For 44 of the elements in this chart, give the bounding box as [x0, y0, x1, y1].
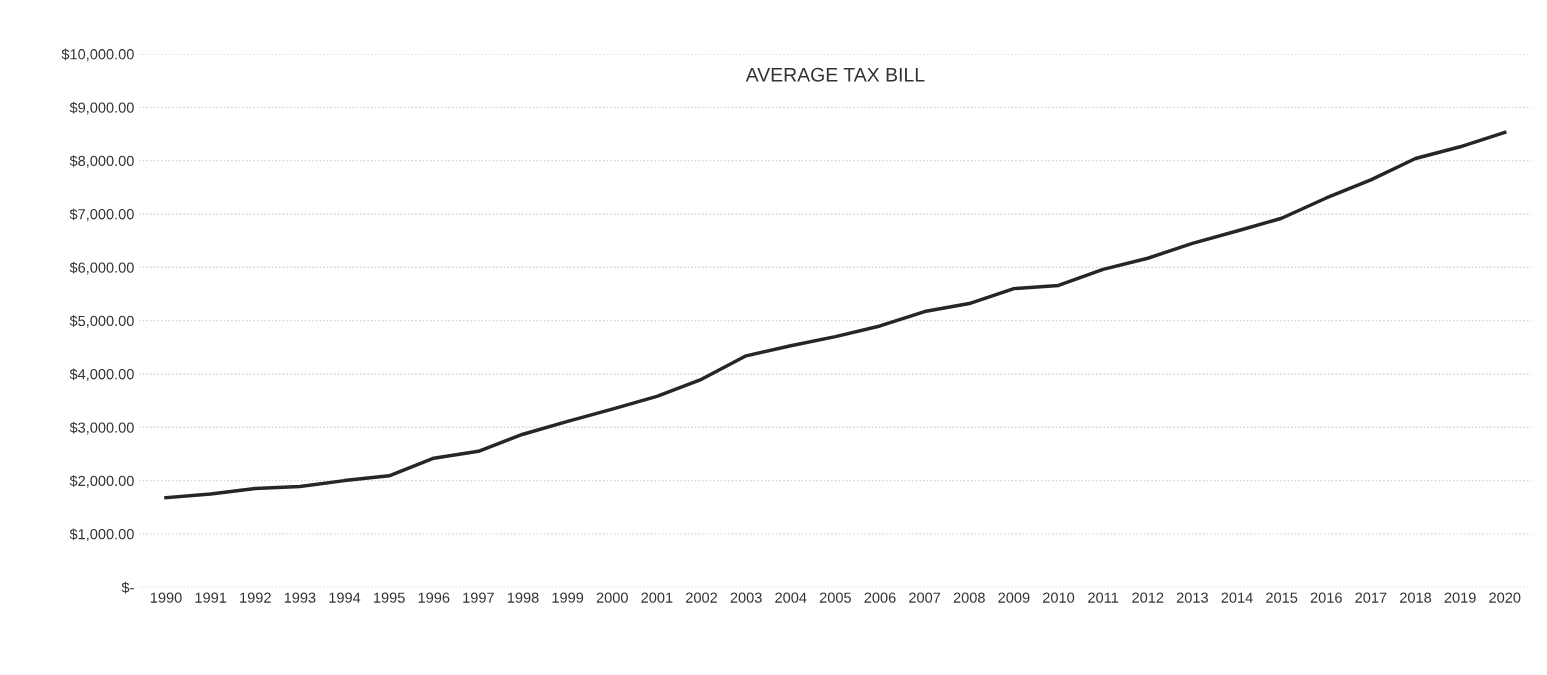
y-tick-label: $2,000.00: [69, 475, 134, 488]
x-tick-label: 2008: [953, 592, 985, 603]
x-tick-label: 2003: [730, 592, 762, 603]
x-tick-label: 2017: [1355, 592, 1387, 603]
y-tick-label: $7,000.00: [69, 208, 134, 222]
x-tick-label: 1998: [507, 592, 539, 603]
x-tick-label: 2018: [1400, 592, 1432, 603]
text: AVERAGE TAX BILL: [745, 67, 925, 82]
y-tick-label: $6,000.00: [69, 261, 134, 275]
x-tick-label: 2011: [1088, 592, 1119, 603]
x-tick-label: 2010: [1043, 592, 1075, 603]
x-tick-label: 1994: [329, 592, 361, 603]
x-tick-label: 2019: [1444, 592, 1476, 603]
x-tick-label: 2004: [775, 592, 807, 603]
y-tick-label: $8,000.00: [69, 155, 134, 168]
x-tick-label: 2014: [1221, 592, 1253, 603]
x-tick-label: 2000: [596, 592, 628, 603]
y-tick-label: $4,000.00: [69, 368, 134, 382]
x-tick-label: 1990: [150, 592, 182, 603]
x-tick-label: 2016: [1310, 592, 1342, 603]
line-series: [164, 130, 1507, 500]
y-tick-label: $9,000.00: [69, 101, 134, 115]
x-tick-label: 1996: [418, 592, 450, 603]
x-tick-label: 1999: [552, 592, 584, 603]
x-tick-label: 2009: [998, 592, 1030, 603]
y-tick-label: $5,000.00: [69, 315, 134, 328]
x-tick-label: 1997: [463, 592, 494, 603]
x-tick-label: 1991: [195, 592, 227, 603]
x-tick-label: 2007: [909, 592, 941, 603]
x-tick-label: 1992: [240, 592, 271, 603]
x-tick-label: 2015: [1266, 592, 1298, 603]
x-tick-label: 2006: [864, 592, 896, 603]
x-tick-label: 2013: [1176, 592, 1208, 603]
x-tick-label: 2012: [1132, 592, 1164, 603]
y-tick-label: $1,000.00: [69, 528, 134, 542]
y-tick-label: $-: [121, 581, 134, 594]
x-tick-label: 1995: [374, 592, 405, 603]
y-tick-label: $3,000.00: [69, 421, 134, 435]
x-tick-label: 2001: [641, 592, 673, 603]
x-tick-label: 2005: [819, 592, 851, 603]
x-tick-label: 1993: [284, 592, 316, 603]
x-tick-label: 2020: [1489, 592, 1521, 603]
y-tick-label: $10,000.00: [61, 48, 134, 62]
x-tick-label: 2002: [686, 592, 717, 603]
